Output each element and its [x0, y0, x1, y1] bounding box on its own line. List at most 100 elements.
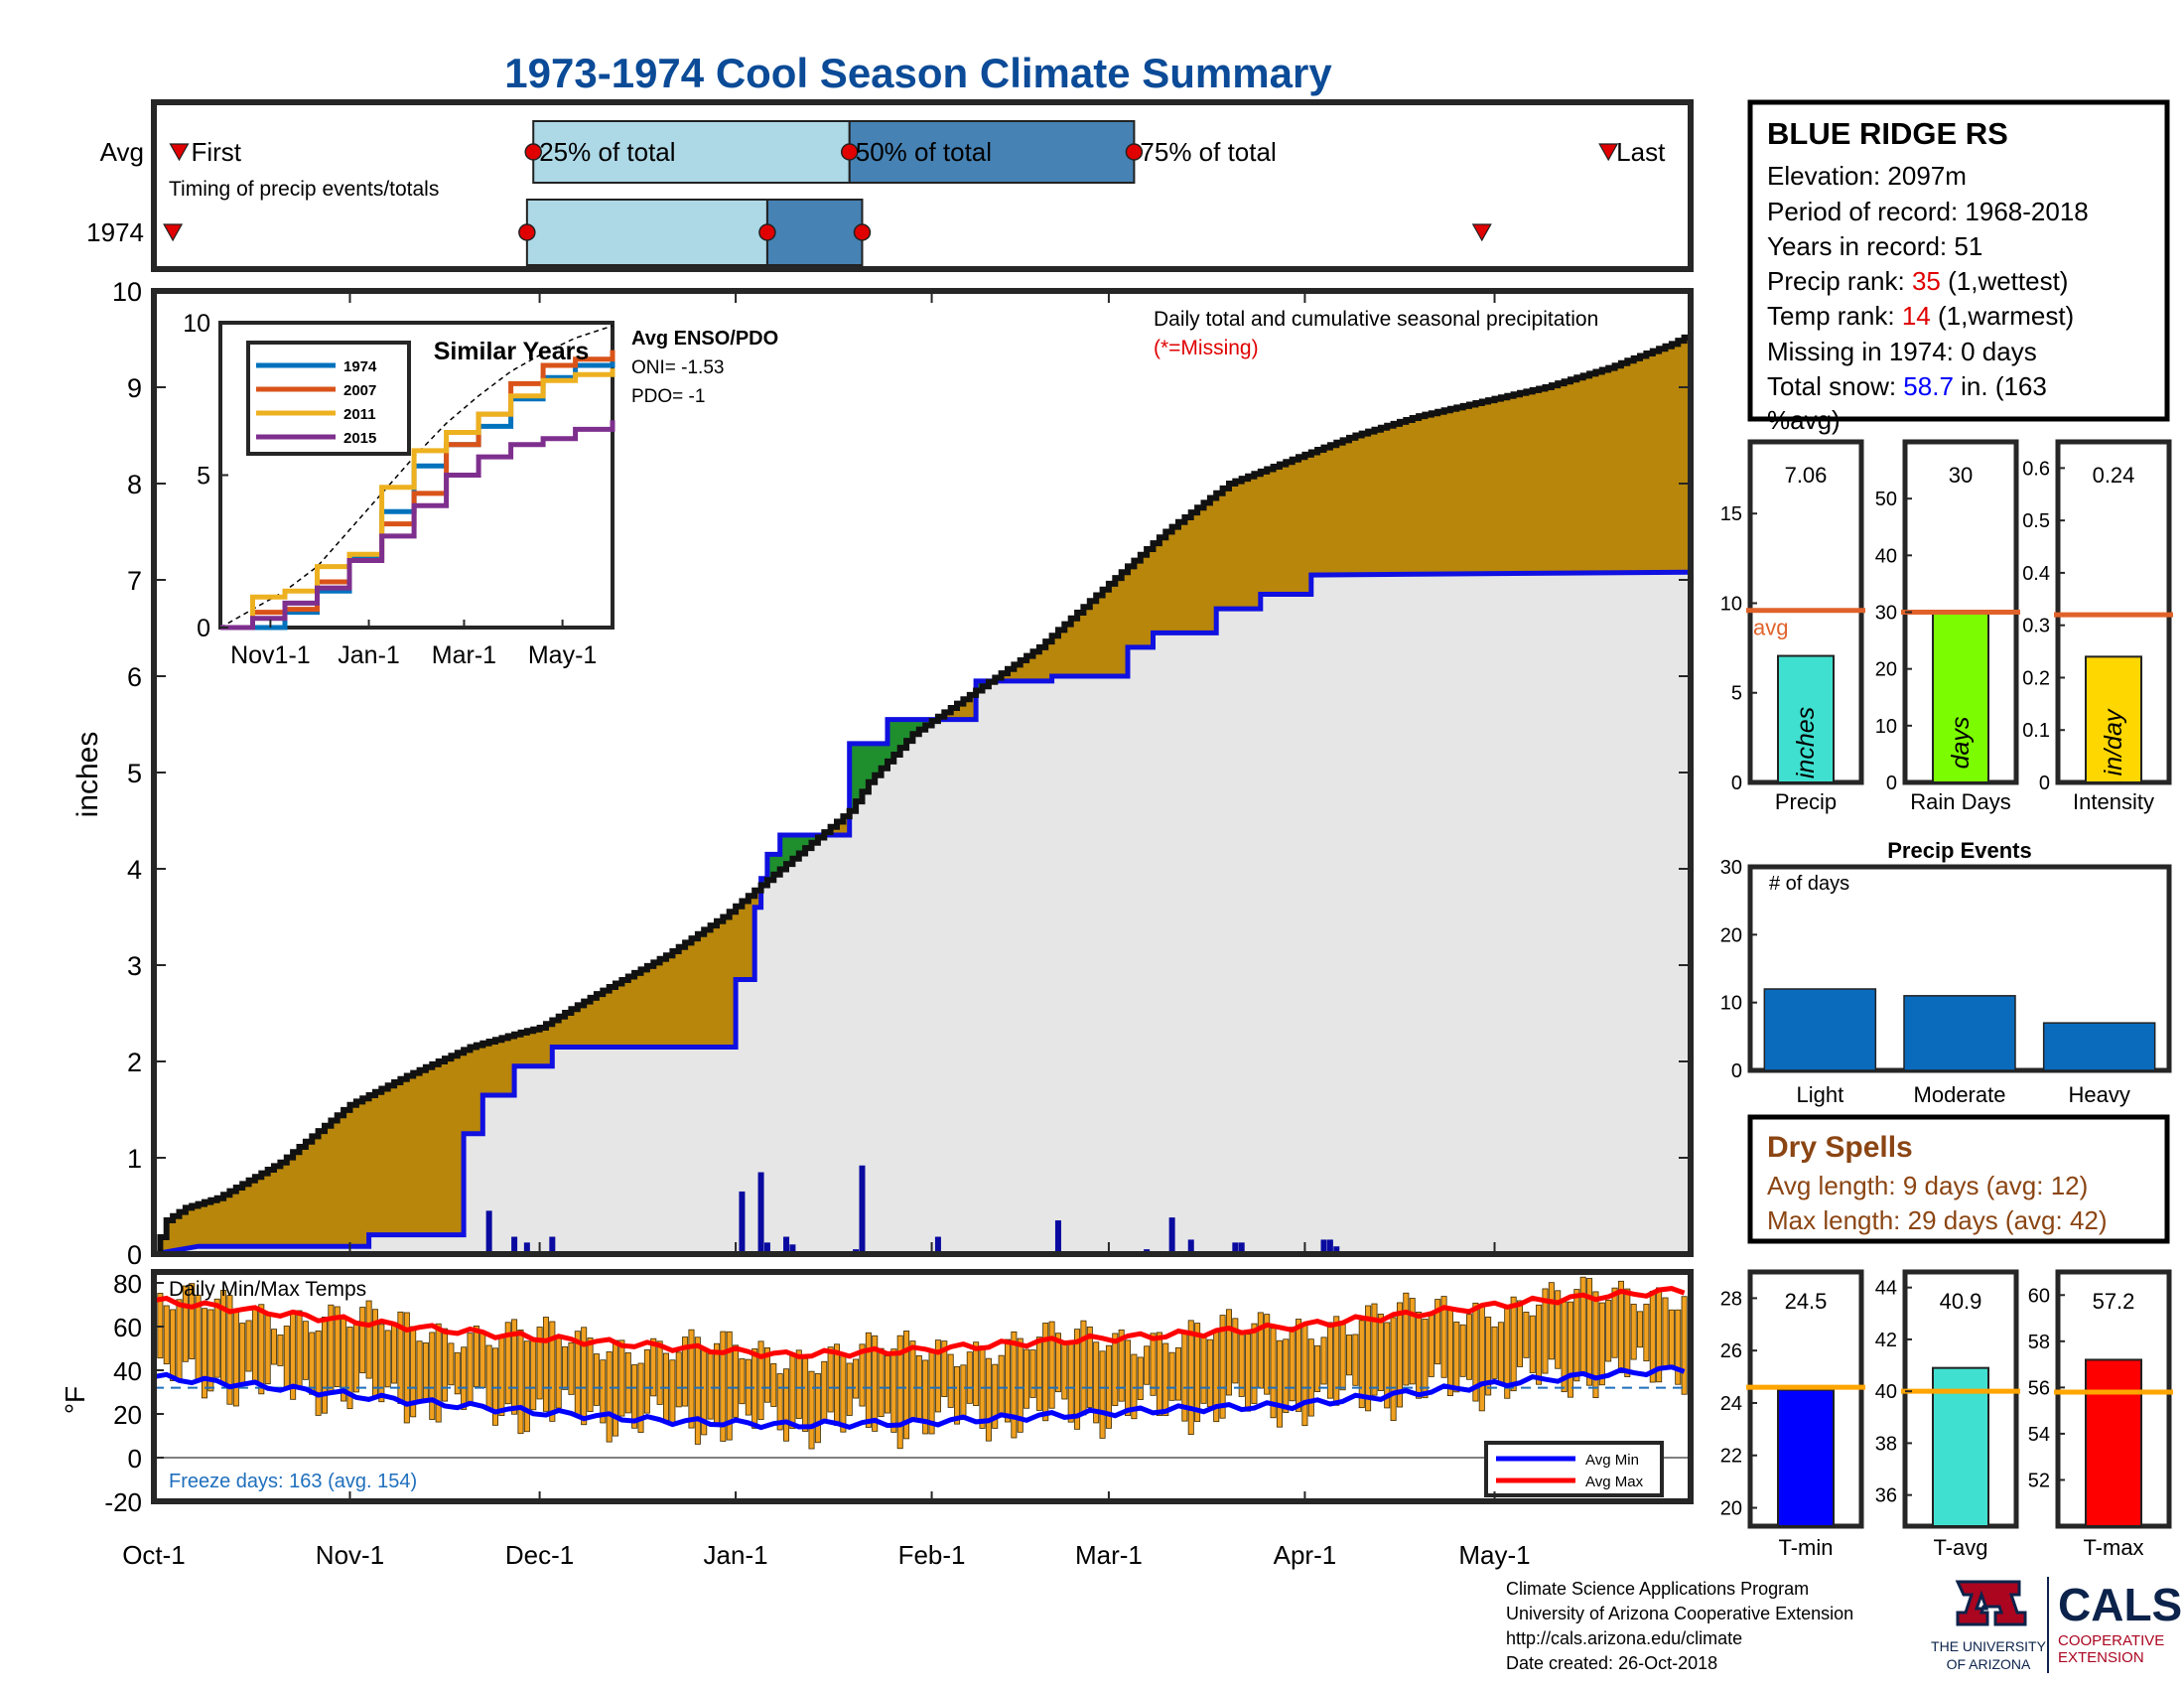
daily-temp-range-bar: [1510, 1296, 1517, 1392]
summary-y-tick-label: 44: [1875, 1278, 1897, 1300]
timing-frame: [151, 99, 1694, 272]
daily-temps-chart: -20 0 20 40 60 80 Daily Min/Max Temps °F Free…: [60, 1269, 1694, 1570]
timing-q25-q50-box: [532, 120, 851, 184]
daily-temp-range-bar: [1074, 1329, 1081, 1430]
daily-temp-range-bar: [707, 1352, 714, 1420]
daily-temp-range-bar: [1200, 1334, 1207, 1404]
daily-temp-range-bar: [1478, 1304, 1485, 1412]
daily-temp-range-bar: [1390, 1317, 1397, 1422]
footer-line-3: http://cals.arizona.edu/climate: [1506, 1628, 1742, 1648]
inset-series: 0 5 10 Nov1-1 Jan-1 Mar-1 May-1: [183, 310, 615, 669]
daily-precip-bar: [1238, 1242, 1245, 1254]
daily-temp-range-bar: [1403, 1292, 1410, 1386]
season-x-tick-label: Mar-1: [1075, 1540, 1143, 1570]
inset-x-tick-label: Mar-1: [432, 641, 496, 669]
summary-y-tick-label: 15: [1720, 503, 1742, 525]
season-x-tick-label: Jan-1: [704, 1540, 768, 1570]
daily-temp-range-bar: [1131, 1353, 1138, 1420]
main-y-tick-label: 3: [127, 951, 142, 981]
summary-bar-T-avg: [1932, 1366, 1989, 1528]
summary-category-label: Intensity: [2073, 789, 2154, 814]
daily-temp-range-bar: [1035, 1336, 1042, 1411]
summary-y-tick-label: 0: [1731, 773, 1742, 794]
timing-q50-marker: [758, 223, 776, 241]
daily-temp-range-bar: [954, 1365, 961, 1425]
temp-y-tick-label: 80: [113, 1269, 142, 1299]
temp-y-tick-label: 0: [128, 1444, 142, 1474]
daily-temp-range-bar: [334, 1306, 341, 1388]
season-x-tick-label: Feb-1: [898, 1540, 966, 1570]
daily-temp-range-bar: [442, 1328, 449, 1402]
station-name: BLUE RIDGE RS: [1767, 116, 2008, 151]
daily-temp-range-bar: [909, 1340, 916, 1420]
daily-temp-range-bar: [346, 1327, 353, 1410]
daily-temp-range-bar: [694, 1336, 701, 1445]
main-y-tick-label: 5: [127, 759, 142, 788]
daily-temp-range-bar: [239, 1323, 246, 1386]
station-frame: [1747, 99, 2170, 422]
inset-x-tick-label: Jan-1: [338, 641, 400, 669]
daily-temp-range-bar: [473, 1326, 479, 1387]
timing-panel: Avg 1974 Timing of precip events/totals …: [86, 99, 1694, 272]
summary-y-tick-label: 0.5: [2022, 510, 2050, 532]
daily-temp-range-bar: [1668, 1309, 1675, 1366]
dry-spells-max: Max length: 29 days (avg: 42): [1767, 1205, 2108, 1235]
summary-category-label: T-max: [2083, 1535, 2143, 1560]
daily-precip-bar: [763, 1242, 770, 1254]
daily-temp-range-bar: [1523, 1312, 1530, 1358]
daily-temp-range-bar: [207, 1309, 214, 1392]
daily-temp-range-bar: [1011, 1331, 1018, 1439]
season-x-tick-label: Apr-1: [1274, 1540, 1337, 1570]
daily-temp-range-bar: [1320, 1336, 1327, 1385]
main-y-tick-label: 8: [127, 470, 142, 499]
temp-y-tick-label: 40: [113, 1356, 142, 1386]
daily-temp-range-bar: [271, 1329, 278, 1365]
daily-temp-range-bar: [1048, 1321, 1055, 1409]
daily-temp-range-bar: [454, 1351, 461, 1395]
summary-y-tick-label: 0.2: [2022, 667, 2050, 689]
daily-temp-range-bar: [1662, 1297, 1669, 1367]
daily-temp-range-bar: [1579, 1276, 1586, 1373]
summary-y-tick-label: 42: [1875, 1330, 1897, 1351]
summary-value-label: 0.24: [2093, 463, 2135, 488]
daily-precip-bar: [783, 1236, 790, 1254]
daily-temp-range-bar: [878, 1347, 885, 1418]
daily-temp-range-bar: [1175, 1346, 1182, 1401]
daily-temp-range-bar: [643, 1349, 650, 1414]
season-x-axis: Oct-1 Nov-1 Dec-1 Jan-1 Feb-1 Mar-1 Apr-1 May-1: [122, 1491, 1531, 1570]
ua-logo: THE UNIVERSITY OF ARIZONA: [1931, 1580, 2047, 1672]
season-x-tick-label: May-1: [1458, 1540, 1530, 1570]
daily-temp-range-bar: [352, 1321, 359, 1393]
daily-temp-range-bar: [258, 1304, 265, 1395]
events-bar-Heavy: [2042, 1022, 2156, 1071]
summary-y-tick-label: 0.6: [2022, 458, 2050, 480]
daily-temp-range-bar: [934, 1339, 941, 1413]
daily-temp-range-bar: [201, 1308, 207, 1399]
daily-temp-range-bar: [384, 1330, 391, 1388]
season-x-tick-label: Nov-1: [316, 1540, 384, 1570]
summary-value-label: 24.5: [1785, 1289, 1828, 1314]
daily-precip-bar: [1326, 1239, 1333, 1254]
daily-precip-bar: [511, 1236, 518, 1254]
daily-temp-range-bar: [1326, 1322, 1333, 1399]
cals-logo: CALS COOPERATIVE EXTENSION: [2058, 1579, 2182, 1666]
inset-legend-entries: 1974 2007 2011 2015: [256, 358, 377, 447]
summary-value-label: 40.9: [1940, 1289, 1982, 1314]
oni-label: ONI= -1.53: [631, 357, 724, 378]
daily-temp-range-bar: [834, 1343, 841, 1426]
daily-temp-range-bar: [1586, 1278, 1593, 1386]
dry-spells-avg: Avg length: 9 days (avg: 12): [1767, 1171, 2088, 1200]
daily-precip-bar: [1168, 1217, 1175, 1254]
daily-temp-range-bar: [1067, 1340, 1074, 1423]
summary-category-label: T-min: [1779, 1535, 1834, 1560]
daily-temp-range-bar: [498, 1336, 505, 1417]
daily-temp-range-bar: [624, 1351, 631, 1414]
summary-category-label: Rain Days: [1910, 789, 2010, 814]
summary-y-tick-label: 54: [2028, 1424, 2050, 1446]
summary-y-tick-label: 10: [1720, 593, 1742, 615]
daily-temp-range-bar: [656, 1340, 663, 1405]
daily-temp-range-bar: [245, 1320, 252, 1372]
dry-spells-box: Dry Spells Avg length: 9 days (avg: 12) …: [1747, 1114, 2170, 1244]
daily-temp-range-bar: [1251, 1323, 1258, 1404]
